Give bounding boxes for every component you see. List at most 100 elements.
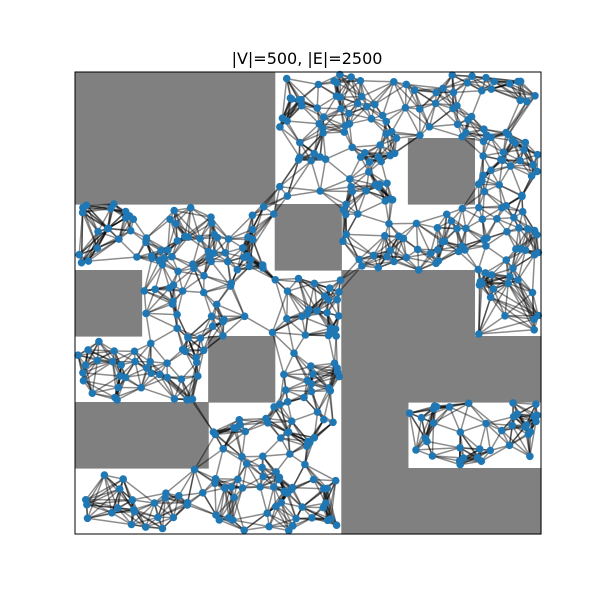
- graph-node: [95, 337, 103, 346]
- graph-node: [147, 339, 155, 348]
- graph-node: [319, 113, 328, 121]
- graph-edge: [118, 238, 138, 258]
- graph-edge: [287, 120, 320, 125]
- graph-node: [190, 264, 198, 273]
- graph-edge: [385, 107, 406, 123]
- graph-node: [474, 265, 483, 274]
- graph-node: [307, 362, 315, 370]
- graph-node: [170, 206, 178, 215]
- graph-node: [142, 234, 151, 242]
- graph-edge: [415, 447, 461, 451]
- graph-node: [495, 181, 504, 189]
- graph-node: [434, 257, 443, 265]
- graph-node: [490, 77, 499, 86]
- graph-edge: [215, 487, 226, 516]
- graph-node: [242, 460, 251, 468]
- graph-edge: [366, 81, 395, 108]
- graph-edge: [98, 341, 114, 363]
- graph-edge: [517, 250, 527, 281]
- graph-edge: [293, 352, 314, 375]
- graph-edge: [280, 437, 308, 447]
- graph-node: [93, 356, 102, 365]
- graph-node: [158, 524, 167, 533]
- graph-edge: [348, 103, 376, 115]
- graph-edge: [286, 290, 309, 315]
- graph-edge: [85, 499, 113, 514]
- graph-edge: [461, 238, 485, 247]
- graph-edge: [193, 434, 216, 470]
- graph-node: [140, 287, 149, 295]
- graph-node: [376, 180, 384, 188]
- graph-edge: [457, 123, 485, 130]
- graph-edge: [107, 211, 127, 229]
- graph-node: [480, 125, 488, 133]
- graph-edge: [251, 206, 265, 230]
- graph-edge: [504, 292, 533, 317]
- graph-node: [313, 408, 322, 416]
- graph-edge: [166, 377, 188, 401]
- graph-edge: [287, 190, 321, 197]
- plot-area: [74, 70, 543, 535]
- graph-edge: [287, 390, 312, 403]
- graph-edge: [374, 81, 395, 105]
- graph-edge: [406, 83, 444, 90]
- graph-node: [223, 257, 232, 266]
- graph-edge: [404, 107, 421, 136]
- graph-edge: [263, 186, 281, 208]
- graph-edge: [498, 184, 523, 197]
- graph-node: [410, 86, 419, 95]
- graph-node: [337, 104, 345, 113]
- graph-node: [498, 426, 506, 435]
- graph-edge: [323, 112, 350, 118]
- graph-node: [208, 322, 217, 331]
- graph-node: [316, 187, 325, 195]
- graph-edge: [222, 427, 235, 450]
- graph-edge: [409, 406, 450, 414]
- graph-edge: [449, 406, 487, 425]
- graph-edge: [461, 183, 480, 209]
- graph-node: [498, 156, 507, 165]
- graph-node: [175, 492, 183, 500]
- graph-edge: [429, 123, 458, 128]
- graph-edge: [377, 137, 398, 158]
- graph-edge: [512, 402, 535, 418]
- graph-edge: [275, 506, 294, 527]
- obstacle-block: [75, 270, 143, 337]
- graph-node: [453, 120, 462, 129]
- graph-node: [527, 172, 536, 180]
- graph-node: [447, 217, 456, 225]
- graph-edge: [82, 206, 109, 229]
- graph-edge: [527, 228, 536, 255]
- graph-node: [401, 104, 410, 112]
- graph-node: [487, 166, 495, 174]
- graph-edge: [308, 283, 316, 310]
- graph-node: [433, 224, 442, 232]
- graph-edge: [293, 352, 308, 381]
- graph-node: [324, 295, 333, 304]
- graph-node: [310, 279, 319, 288]
- graph-node: [333, 295, 342, 304]
- graph-edge: [265, 401, 289, 420]
- graph-edge: [97, 230, 132, 249]
- graph-edge: [87, 349, 113, 363]
- graph-edge: [85, 488, 120, 501]
- graph-edge: [86, 488, 121, 519]
- graph-edge: [242, 475, 264, 489]
- graph-node: [240, 526, 248, 534]
- graph-edge: [150, 342, 168, 364]
- graph-edge: [310, 391, 325, 420]
- graph-node: [215, 516, 224, 524]
- graph-node: [354, 210, 362, 218]
- graph-node: [207, 213, 215, 221]
- graph-node: [280, 370, 288, 379]
- graph-edge: [286, 120, 301, 143]
- graph-node: [258, 463, 266, 472]
- graph-edge: [98, 341, 122, 366]
- graph-node: [499, 148, 508, 157]
- graph-node: [211, 430, 220, 439]
- graph-node: [84, 346, 92, 354]
- graph-edge: [508, 426, 526, 446]
- graph-edge: [281, 105, 303, 119]
- graph-node: [192, 353, 200, 362]
